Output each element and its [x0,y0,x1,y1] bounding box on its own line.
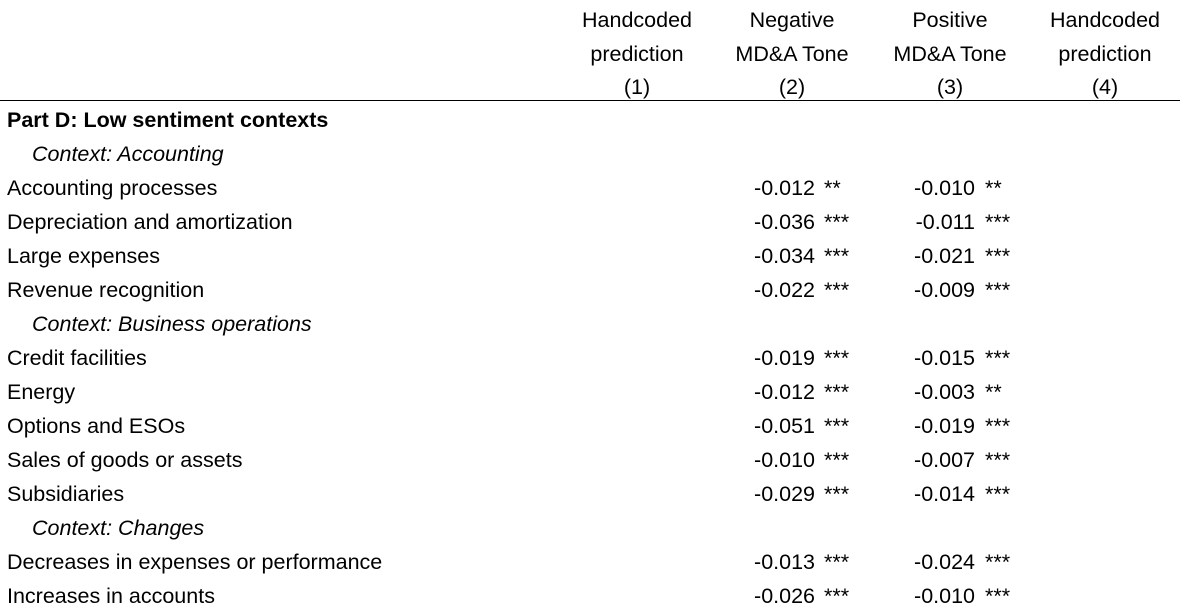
negative-tone-significance: *** [824,448,850,472]
positive-tone-significance: ** [985,176,1002,200]
table-row: Increases in accounts -0.026 *** -0.010 … [0,579,1188,613]
context-heading-row: Context: Accounting [0,137,1188,171]
positive-tone-coefficient: -0.021 [914,244,975,268]
header-line1: Positive [912,8,988,32]
table-body: Part D: Low sentiment contexts Context: … [0,103,1188,613]
row-label: Accounting processes [7,176,218,200]
positive-tone-coefficient: -0.011 [915,210,975,234]
table-row: Subsidiaries -0.029 *** -0.014 *** [0,477,1188,511]
table-row: Revenue recognition -0.022 *** -0.009 **… [0,273,1188,307]
negative-tone-significance: *** [824,584,850,608]
positive-tone-coefficient: -0.014 [914,482,975,506]
negative-tone-significance: *** [824,550,850,574]
header-line2: prediction [590,41,684,66]
column-header-4: Handcoded prediction (4) [1040,4,1170,105]
positive-tone-significance: *** [985,448,1011,472]
row-label: Sales of goods or assets [7,448,243,472]
header-number: (4) [1091,75,1119,99]
positive-tone-significance: *** [985,346,1011,370]
positive-tone-significance: *** [985,414,1011,438]
header-line1: Negative [749,8,835,32]
header-rule [0,100,1180,101]
negative-tone-coefficient: -0.022 [754,278,815,302]
header-number: (1) [623,75,651,99]
column-header-1: Handcoded prediction (1) [572,4,702,105]
negative-tone-coefficient: -0.026 [754,584,815,608]
context-heading-row: Context: Business operations [0,307,1188,341]
positive-tone-significance: ** [985,380,1002,404]
negative-tone-coefficient: -0.051 [754,414,815,438]
header-number: (3) [936,75,964,99]
column-header-3: Positive MD&A Tone (3) [880,4,1020,105]
negative-tone-significance: *** [824,210,850,234]
negative-tone-coefficient: -0.012 [754,176,815,200]
negative-tone-significance: ** [824,176,841,200]
positive-tone-significance: *** [985,278,1011,302]
header-line2: prediction [1058,41,1152,66]
row-label: Subsidiaries [7,482,125,506]
negative-tone-significance: *** [824,346,850,370]
column-header-2: Negative MD&A Tone (2) [722,4,862,105]
row-label: Credit facilities [7,346,147,370]
table-row: Large expenses -0.034 *** -0.021 *** [0,239,1188,273]
header-line2: MD&A Tone [893,41,1007,66]
negative-tone-coefficient: -0.019 [754,346,815,370]
row-label: Depreciation and amortization [7,210,293,234]
header-line1: Handcoded [582,8,692,32]
negative-tone-significance: *** [824,278,850,302]
negative-tone-significance: *** [824,482,850,506]
table-row: Decreases in expenses or performance -0.… [0,545,1188,579]
negative-tone-coefficient: -0.010 [754,448,815,472]
positive-tone-coefficient: -0.024 [914,550,975,574]
header-line2: MD&A Tone [735,41,849,66]
positive-tone-significance: *** [985,550,1011,574]
table-row: Depreciation and amortization -0.036 ***… [0,205,1188,239]
row-label: Large expenses [7,244,160,268]
negative-tone-significance: *** [824,380,850,404]
positive-tone-coefficient: -0.010 [914,176,975,200]
negative-tone-coefficient: -0.036 [754,210,815,234]
positive-tone-coefficient: -0.003 [914,380,975,404]
table-row: Sales of goods or assets -0.010 *** -0.0… [0,443,1188,477]
context-heading: Context: Business operations [32,312,312,336]
positive-tone-significance: *** [985,584,1011,608]
header-number: (2) [778,75,806,99]
negative-tone-coefficient: -0.013 [754,550,815,574]
positive-tone-coefficient: -0.015 [914,346,975,370]
negative-tone-significance: *** [824,414,850,438]
context-heading: Context: Accounting [32,142,224,166]
header-line1: Handcoded [1050,8,1160,32]
context-heading-row: Context: Changes [0,511,1188,545]
table-row: Energy -0.012 *** -0.003 ** [0,375,1188,409]
row-label: Options and ESOs [7,414,186,438]
table-row: Options and ESOs -0.051 *** -0.019 *** [0,409,1188,443]
positive-tone-significance: *** [985,210,1011,234]
table-row: Accounting processes -0.012 ** -0.010 ** [0,171,1188,205]
part-heading: Part D: Low sentiment contexts [7,108,329,132]
positive-tone-coefficient: -0.019 [914,414,975,438]
negative-tone-significance: *** [824,244,850,268]
part-heading-row: Part D: Low sentiment contexts [0,103,1188,137]
row-label: Increases in accounts [7,584,215,608]
negative-tone-coefficient: -0.012 [754,380,815,404]
negative-tone-coefficient: -0.034 [754,244,815,268]
row-label: Energy [7,380,76,404]
table-row: Credit facilities -0.019 *** -0.015 *** [0,341,1188,375]
positive-tone-significance: *** [985,482,1011,506]
row-label: Decreases in expenses or performance [7,550,383,574]
context-heading: Context: Changes [32,516,205,540]
positive-tone-significance: *** [985,244,1011,268]
negative-tone-coefficient: -0.029 [754,482,815,506]
row-label: Revenue recognition [7,278,205,302]
positive-tone-coefficient: -0.010 [914,584,975,608]
positive-tone-coefficient: -0.007 [914,448,975,472]
positive-tone-coefficient: -0.009 [914,278,975,302]
